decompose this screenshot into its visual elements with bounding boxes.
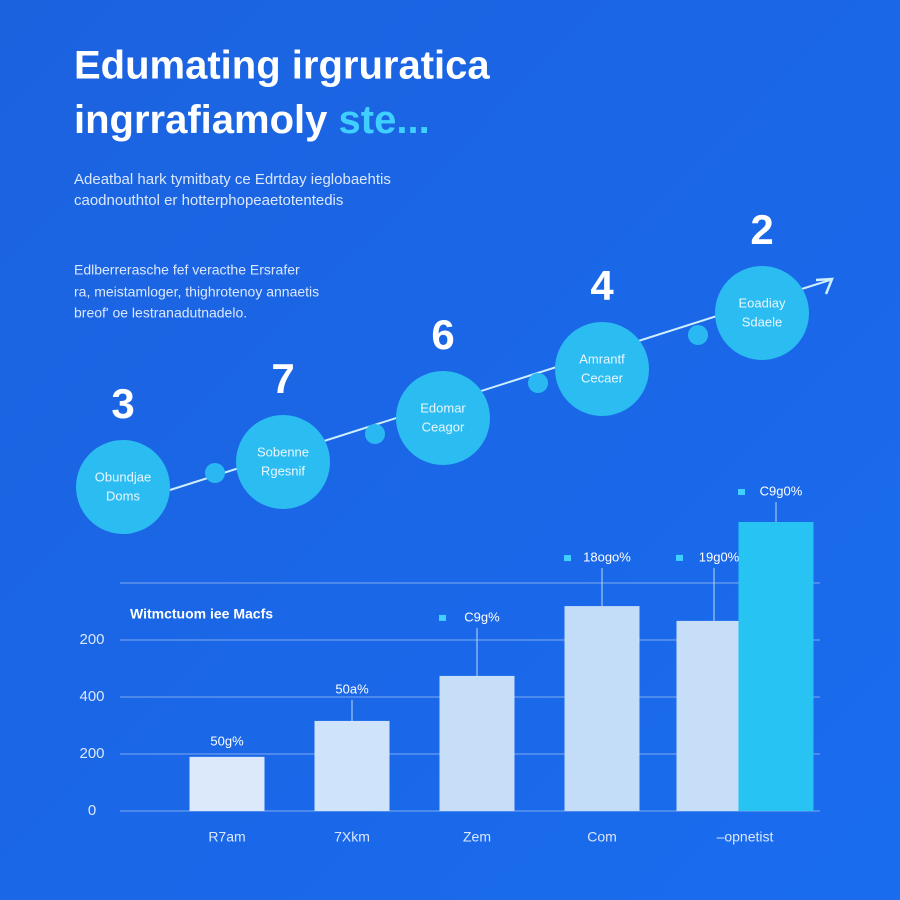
title-line1: Edumating irgruratica <box>74 44 490 88</box>
value-label: 50g% <box>210 733 244 748</box>
step-label: Sobenne <box>257 444 309 459</box>
value-label: 18ogo% <box>583 550 631 565</box>
value-label: 19g0% <box>699 549 740 564</box>
timeline-arrow <box>815 277 834 295</box>
note-line: Edlberrerasche fef veracthe Ersrafer <box>74 262 300 278</box>
x-tick-label: 7Xkm <box>334 829 370 845</box>
step-circle <box>396 371 490 465</box>
dot <box>365 424 385 444</box>
step-label: Ceagor <box>422 419 465 434</box>
y-tick-label: 200 <box>79 745 104 762</box>
step-number: 4 <box>590 262 614 309</box>
dot <box>528 373 548 393</box>
x-tick-label: –opnetist <box>717 829 774 845</box>
step-label: Sdaele <box>742 314 782 329</box>
step-number: 7 <box>271 355 294 402</box>
value-label: C9g% <box>464 609 500 624</box>
title-main: ingrrafiamoly <box>74 98 328 142</box>
dot <box>688 325 708 345</box>
step-number: 6 <box>431 311 454 358</box>
step-label: Rgesnif <box>261 463 305 478</box>
value-marker <box>738 489 745 496</box>
description-line: Adeatbal hark tymitbaty ce Edrtday ieglo… <box>74 171 391 188</box>
step-circle <box>715 266 809 360</box>
y-tick-label: 400 <box>79 688 104 705</box>
bar <box>439 675 515 811</box>
timeline-dots <box>205 325 708 483</box>
step-number: 2 <box>750 206 773 253</box>
value-label: 50a% <box>335 681 369 696</box>
description-line: caodnouthtol er hotterphopeaetotentedis <box>74 192 343 209</box>
bar <box>314 720 390 811</box>
dot <box>205 463 225 483</box>
step-label: Cecaer <box>581 370 624 385</box>
title-line2: ingrrafiamoly ste... <box>74 98 430 142</box>
y-tick-label: 0 <box>88 802 96 819</box>
step-label: Amrantf <box>579 351 625 366</box>
step-label: Eoadiay <box>739 295 786 310</box>
x-tick-label: Com <box>587 829 617 845</box>
note-line: breof' oe lestranadutnadelo. <box>74 305 247 321</box>
step-number: 3 <box>111 380 134 427</box>
step-circle <box>555 322 649 416</box>
value-label: C9g0% <box>760 483 803 498</box>
step-circle <box>76 440 170 534</box>
y-tick-label: 200 <box>79 631 104 648</box>
value-marker <box>439 614 446 621</box>
x-tick-label: Zem <box>463 829 491 845</box>
note-line: ra, meistamloger, thighrotenoy annaetis <box>74 284 319 300</box>
step-label: Edomar <box>420 400 466 415</box>
bar <box>189 756 265 811</box>
step-circle <box>236 415 330 509</box>
title-accent: ste... <box>339 98 430 142</box>
x-tick-label: R7am <box>208 829 245 845</box>
step-label: Doms <box>106 488 140 503</box>
step-label: Obundjae <box>95 469 151 484</box>
bar <box>738 522 814 811</box>
chart-title: Witmctuom iee Macfs <box>130 606 273 622</box>
bar <box>564 606 640 811</box>
value-marker <box>564 555 571 562</box>
value-marker <box>676 554 683 561</box>
